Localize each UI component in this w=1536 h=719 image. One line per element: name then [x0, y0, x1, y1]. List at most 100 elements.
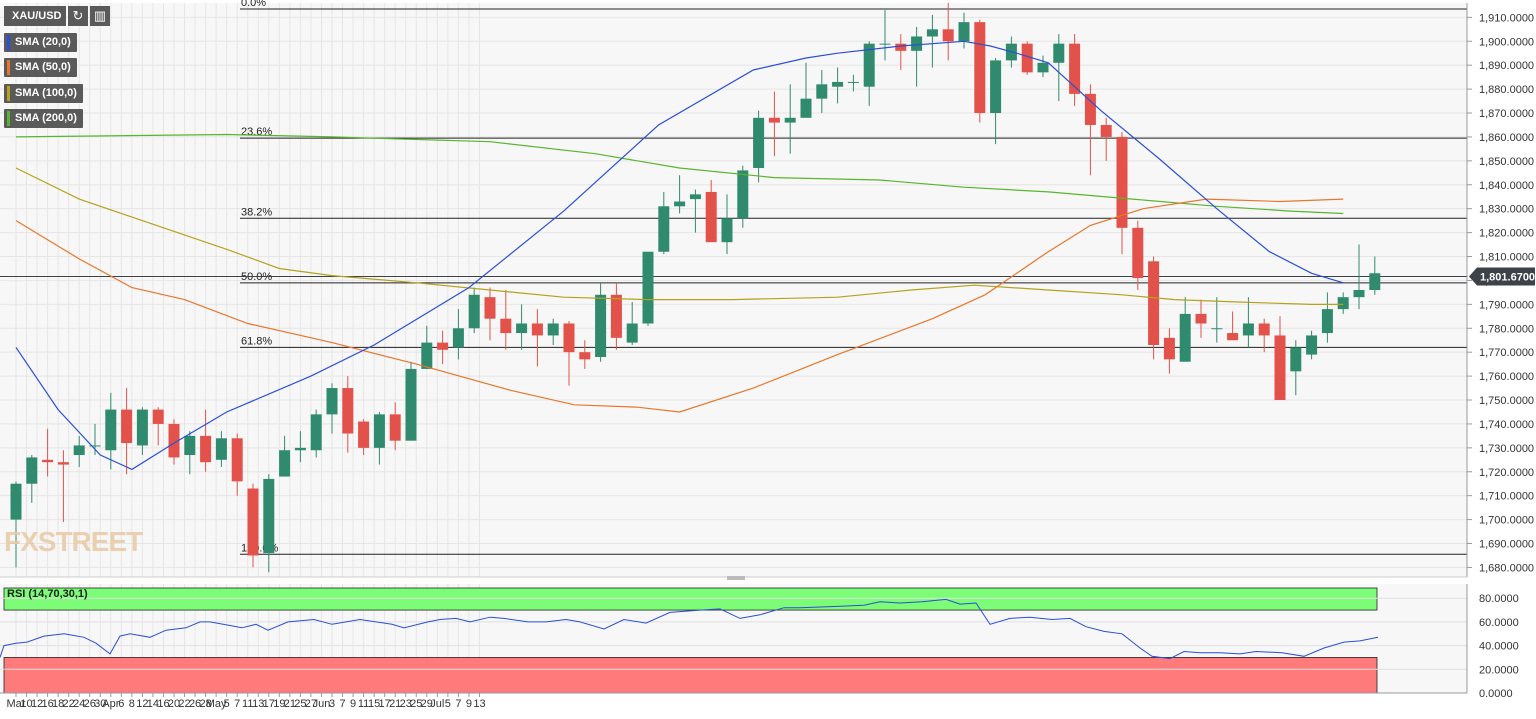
- candle-body: [610, 294, 622, 338]
- symbol-button[interactable]: XAU/USD: [4, 6, 66, 26]
- x-tick-label: 12: [136, 698, 148, 710]
- bearish-candle: [42, 428, 54, 477]
- bearish-candle: [484, 287, 496, 341]
- candle-body: [832, 81, 844, 87]
- bullish-candle: [215, 431, 227, 467]
- rsi-overbought-zone: [3, 587, 1378, 611]
- x-tick-label: 9: [466, 698, 472, 710]
- candle-body: [800, 98, 812, 118]
- candle-body: [1227, 333, 1239, 341]
- bullish-candle: [642, 251, 654, 326]
- candle-body: [531, 323, 543, 336]
- bullish-candle: [1306, 330, 1318, 360]
- bearish-candle: [768, 91, 780, 157]
- candle-body: [1306, 335, 1318, 355]
- bearish-candle: [200, 409, 212, 472]
- rsi-y-tick-label: 20.0000: [1479, 664, 1519, 676]
- bullish-candle: [1037, 55, 1049, 78]
- bearish-candle: [1021, 41, 1033, 75]
- bearish-candle: [500, 290, 512, 350]
- candle-body: [1148, 261, 1160, 346]
- bearish-candle: [389, 402, 401, 451]
- rsi-line: [0, 598, 1379, 660]
- candle-body: [642, 251, 654, 324]
- candle-body: [974, 22, 986, 114]
- candle-body: [452, 328, 464, 348]
- y-tick-label: 1,790.0000: [1479, 299, 1534, 311]
- bearish-candle: [895, 34, 907, 70]
- bearish-candle: [57, 450, 69, 522]
- bullish-candle: [816, 69, 828, 114]
- bullish-candle: [674, 175, 686, 214]
- bullish-candle: [1179, 297, 1191, 362]
- y-tick-label: 1,740.0000: [1479, 419, 1534, 431]
- bullish-candle: [105, 392, 117, 470]
- x-tick-label: 13: [252, 698, 264, 710]
- bullish-candle: [1053, 34, 1065, 102]
- bullish-candle: [753, 110, 765, 183]
- candle-body: [200, 435, 212, 463]
- bullish-candle: [1242, 297, 1254, 348]
- bullish-candle: [1337, 292, 1349, 314]
- y-tick-label: 1,690.0000: [1479, 539, 1534, 551]
- candle-body: [1084, 93, 1096, 125]
- y-tick-label: 1,870.0000: [1479, 108, 1534, 120]
- candle-body: [215, 438, 227, 460]
- candle-body: [42, 459, 54, 463]
- candle-body: [468, 294, 480, 329]
- bullish-candle: [911, 26, 923, 87]
- bullish-candle: [310, 409, 322, 458]
- legend-sma-50[interactable]: SMA (50,0): [4, 58, 77, 77]
- candle-body: [57, 462, 69, 465]
- legend-sma-20[interactable]: SMA (20,0): [4, 33, 77, 52]
- bullish-candle: [263, 474, 275, 573]
- fib-label: 38.2%: [241, 206, 272, 218]
- y-tick-label: 1,820.0000: [1479, 228, 1534, 240]
- sma-200-line: [15, 133, 1344, 215]
- x-tick-label: 17: [379, 698, 391, 710]
- fib-label: 61.8%: [241, 335, 272, 347]
- refresh-icon[interactable]: ↻: [68, 6, 88, 26]
- x-tick-label: 24: [73, 698, 85, 710]
- candle-body: [73, 445, 85, 456]
- candle-body: [294, 447, 306, 451]
- candle-body: [689, 194, 701, 200]
- y-tick-label: 1,810.0000: [1479, 252, 1534, 264]
- bullish-candle: [26, 455, 38, 503]
- x-tick-label: 15: [368, 698, 380, 710]
- candle-body: [1179, 313, 1191, 362]
- bullish-candle: [1321, 292, 1333, 343]
- y-tick-label: 1,910.0000: [1479, 12, 1534, 24]
- candle-body: [373, 414, 385, 448]
- y-tick-label: 1,850.0000: [1479, 156, 1534, 168]
- candle-body: [389, 414, 401, 441]
- x-tick-label: 11: [242, 698, 253, 710]
- fxstreet-logo: FXSTREET: [4, 526, 143, 557]
- candle-body: [942, 29, 954, 42]
- candle-body: [231, 438, 243, 482]
- x-tick-label: Apr: [102, 698, 119, 710]
- sma-200-swatch: [7, 111, 10, 126]
- bearish-candle: [705, 179, 717, 243]
- x-tick-label: 3: [329, 698, 335, 710]
- legend-sma-200[interactable]: SMA (200,0): [4, 109, 83, 128]
- x-tick-label: 7: [339, 698, 345, 710]
- candlesticks: [10, 3, 1381, 573]
- candle-body: [405, 368, 417, 441]
- x-tick-label: Jul: [430, 698, 444, 710]
- candle-body: [895, 43, 907, 51]
- bullish-candle: [626, 301, 638, 346]
- legend-sma-100[interactable]: SMA (100,0): [4, 84, 83, 103]
- calendar-icon[interactable]: ▥: [90, 6, 110, 26]
- bullish-candle: [1353, 244, 1365, 310]
- bullish-candle: [1290, 340, 1302, 396]
- sma-50-line: [15, 198, 1344, 413]
- candle-body: [136, 409, 148, 446]
- x-tick-label: 10: [20, 698, 32, 710]
- candle-body: [563, 323, 575, 353]
- bearish-candle: [610, 282, 622, 350]
- candle-body: [421, 342, 433, 369]
- sma-100-swatch: [7, 86, 10, 101]
